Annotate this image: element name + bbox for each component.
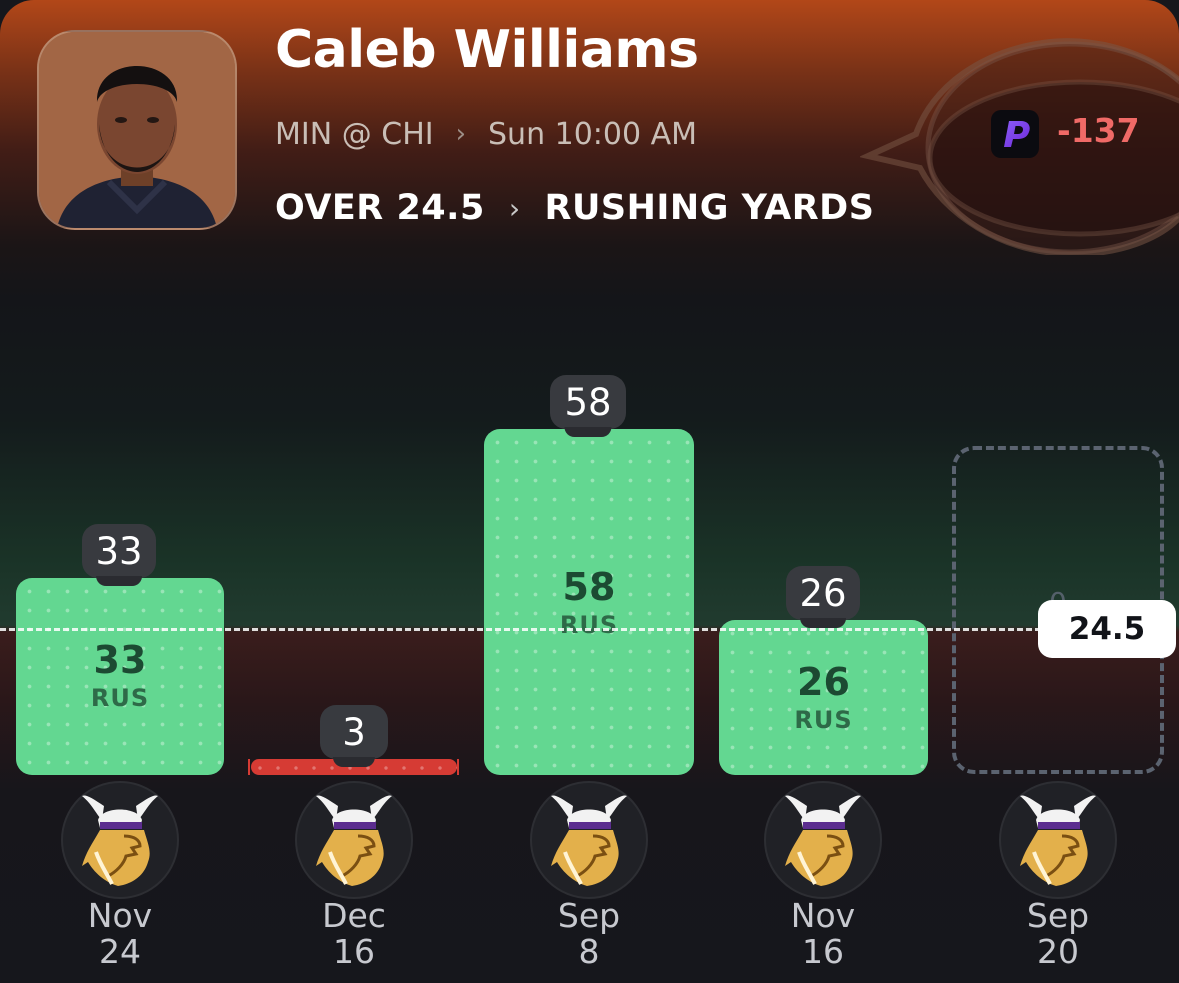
- prop-header: Caleb Williams MIN @ CHI › Sun 10:00 AM …: [0, 0, 1179, 255]
- date-month: Sep: [557, 896, 621, 935]
- vikings-logo-icon: [764, 781, 882, 899]
- game-date-nov-16: Nov 16: [723, 898, 923, 970]
- player-name: Caleb Williams: [275, 20, 699, 80]
- game-date-nov-24: Nov 24: [20, 898, 220, 970]
- threshold-badge: 24.5: [1038, 600, 1176, 658]
- date-month: Sep: [1026, 896, 1090, 935]
- bar-end-cap: [457, 759, 459, 775]
- odds-value: -137: [1057, 111, 1140, 150]
- bar-unit-label: RUS: [559, 611, 619, 639]
- game-time: Sun 10:00 AM: [488, 116, 698, 152]
- player-headshot: [39, 32, 235, 228]
- date-day: 16: [333, 932, 375, 971]
- date-day: 20: [1037, 932, 1079, 971]
- player-avatar: [37, 30, 237, 230]
- value-pill-dec-16: 3: [320, 705, 388, 759]
- prizepicks-p-icon: [1004, 121, 1030, 147]
- value-pill-nov-16: 26: [786, 566, 860, 620]
- chart-bar-nov-16[interactable]: 26 RUS: [719, 620, 928, 775]
- bar-end-cap: [248, 759, 250, 775]
- date-month: Nov: [790, 896, 856, 935]
- matchup-label: MIN @ CHI: [275, 116, 434, 152]
- bar-value-label: 33: [93, 638, 147, 682]
- date-month: Nov: [87, 896, 153, 935]
- chevron-right-icon: ›: [508, 191, 521, 225]
- game-info: MIN @ CHI › Sun 10:00 AM: [275, 114, 697, 154]
- bar-unit-label: RUS: [794, 706, 853, 734]
- date-month: Dec: [322, 896, 386, 935]
- vikings-logo-icon: [999, 781, 1117, 899]
- sportsbook-badge[interactable]: [991, 110, 1039, 158]
- value-pill-sep-8: 58: [550, 375, 626, 429]
- vikings-logo-icon: [530, 781, 648, 899]
- bar-value-label: 26: [797, 660, 850, 704]
- vikings-logo-icon: [295, 781, 413, 899]
- line-label: OVER 24.5: [275, 188, 485, 228]
- bar-value-label: 58: [562, 565, 616, 609]
- game-date-sep-8: Sep 8: [489, 898, 689, 970]
- date-day: 16: [802, 932, 844, 971]
- chevron-right-icon: ›: [455, 119, 467, 149]
- chart-bar-dec-16[interactable]: [251, 759, 457, 775]
- value-pill-nov-24: 33: [82, 524, 156, 578]
- stat-label: RUSHING YARDS: [544, 188, 875, 228]
- threshold-line: [0, 628, 1050, 631]
- prop-line: OVER 24.5 › RUSHING YARDS: [275, 186, 874, 230]
- game-date-sep-20: Sep 20: [958, 898, 1158, 970]
- date-day: 24: [99, 932, 141, 971]
- vikings-logo-icon: [61, 781, 179, 899]
- date-day: 8: [578, 932, 600, 971]
- game-date-dec-16: Dec 16: [254, 898, 454, 970]
- chart-bar-sep-8[interactable]: 58 RUS: [484, 429, 694, 775]
- bar-unit-label: RUS: [90, 684, 150, 712]
- chart-bar-nov-24[interactable]: 33 RUS: [16, 578, 224, 775]
